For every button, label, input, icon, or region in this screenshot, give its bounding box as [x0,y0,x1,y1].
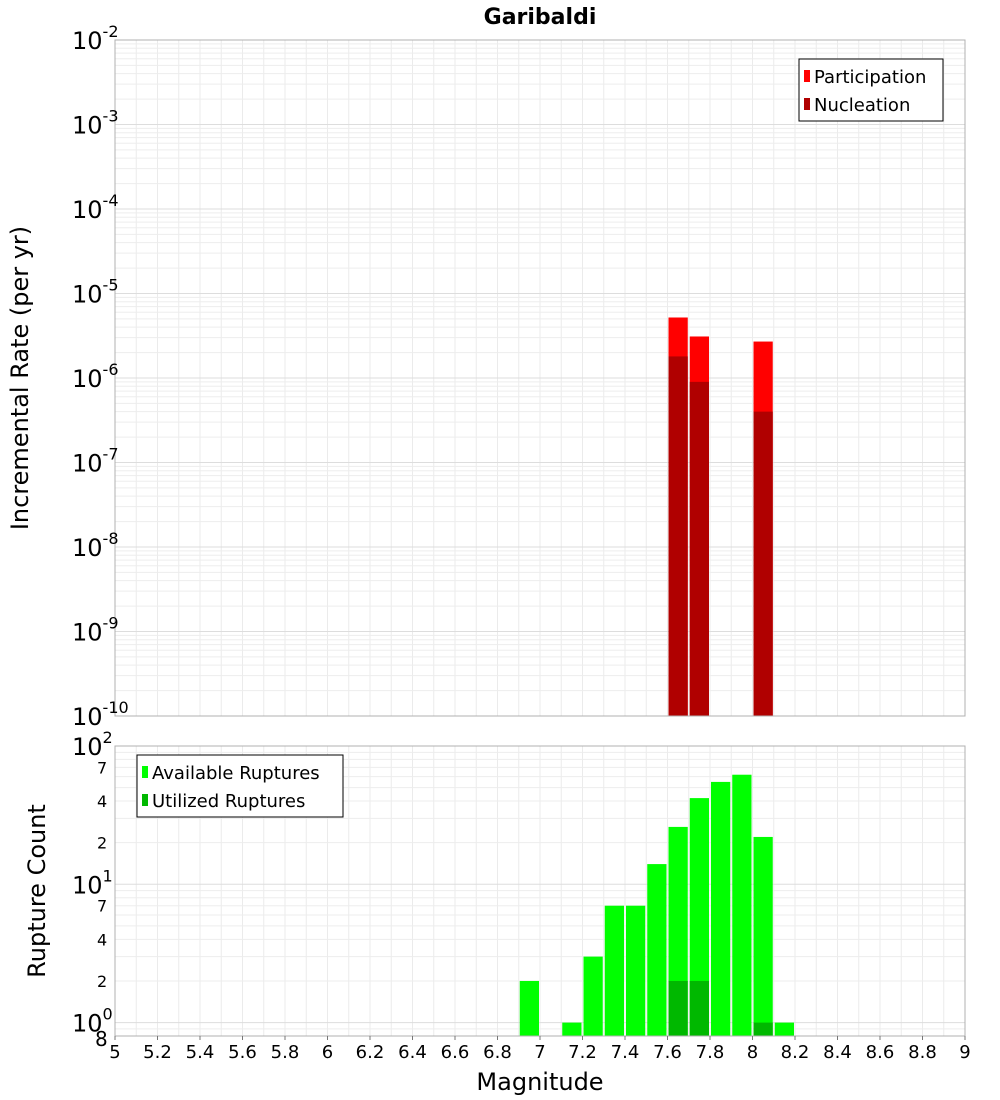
x-tick-label: 7.8 [696,1042,725,1063]
top-y-tick-label: 10-5 [72,276,119,309]
bottom-bar-available-ruptures [689,798,709,1036]
x-tick-label: 8 [747,1042,758,1063]
bottom-bar-available-ruptures [647,864,667,1036]
bottom-bar-available-ruptures [604,905,624,1036]
bottom-y-tick-label: 100 [72,1005,113,1038]
bottom-bar-available-ruptures [583,956,603,1036]
top-legend-box [798,58,944,122]
x-tick-label: 7.4 [611,1042,640,1063]
top-legend-label: Nucleation [814,95,910,116]
x-tick-label: 8.4 [823,1042,852,1063]
x-tick-label: 6.2 [356,1042,385,1063]
top-legend-swatch [804,70,810,82]
x-tick-label: 7.2 [568,1042,597,1063]
top-y-tick-label: 10-9 [72,614,119,647]
x-tick-label: 7 [534,1042,545,1063]
x-tick-label: 5 [109,1042,120,1063]
top-panel: 10-2 10-3 10-4 10-5 10-6 10-7 10-8 10-9 10-10 In… [6,22,966,731]
bottom-bars [519,774,794,1036]
x-tick-label: 7.6 [653,1042,682,1063]
bottom-legend-swatch [142,766,148,778]
x-tick-label: 8.2 [781,1042,810,1063]
bottom-y-ticks: 102 101 100 7 4 2 7 4 2 8 [72,728,113,1051]
top-bar-nucleation [668,356,688,716]
bottom-bar-utilized-ruptures [668,980,688,1036]
bottom-y-minor-tick-label: 4 [97,930,107,949]
top-y-tick-label: 10-6 [72,360,119,393]
bottom-y-minor-tick-label: 8 [95,1027,108,1051]
x-axis-label: Magnitude [476,1068,603,1096]
bottom-bar-available-ruptures [753,836,773,1036]
top-y-axis-label: Incremental Rate (per yr) [6,226,34,530]
bottom-legend-label: Utilized Ruptures [152,791,305,812]
top-bar-nucleation [689,381,709,716]
top-y-tick-label: 10-2 [72,22,119,55]
x-tick-label: 6.4 [398,1042,427,1063]
bottom-panel: 102 101 100 7 4 2 7 4 2 8 Rupture Count Available… [23,728,966,1051]
bottom-bar-available-ruptures [732,774,752,1036]
bottom-bar-available-ruptures [562,1022,582,1036]
top-grid [114,39,966,717]
bottom-legend-swatch [142,794,148,806]
x-ticks: 5 5.2 5.4 5.6 5.8 6 6.2 6.4 6.6 6.8 7 7.2 7.4 7.6 7.8 8… [109,1036,971,1063]
bottom-bar-utilized-ruptures [753,1022,773,1036]
top-legend-swatch [804,98,810,110]
bottom-y-minor-tick-label: 4 [97,792,107,811]
x-tick-label: 5.6 [228,1042,257,1063]
top-legend: Participation Nucleation [798,58,944,122]
top-legend-label: Participation [814,67,926,88]
top-y-tick-label: 10-10 [72,698,129,731]
top-y-tick-label: 10-3 [72,107,119,140]
bottom-y-minor-tick-label: 7 [97,897,107,916]
x-tick-label: 5.2 [143,1042,172,1063]
chart-title: Garibaldi [484,5,597,30]
bottom-bar-available-ruptures [626,905,646,1036]
bottom-y-minor-tick-label: 7 [97,758,107,777]
bottom-y-minor-tick-label: 2 [97,972,107,991]
bottom-y-axis-label: Rupture Count [23,804,51,978]
bottom-legend: Available Ruptures Utilized Ruptures [136,754,344,818]
x-tick-label: 6 [322,1042,333,1063]
bottom-legend-label: Available Ruptures [152,763,320,784]
bottom-bar-available-ruptures [711,781,731,1036]
top-y-tick-label: 10-4 [72,191,119,224]
x-tick-label: 5.8 [271,1042,300,1063]
top-bars [668,317,773,716]
top-plot-border [114,39,966,717]
x-tick-label: 6.6 [441,1042,470,1063]
bottom-y-tick-label: 102 [72,728,113,761]
top-bar-nucleation [753,411,773,716]
top-y-tick-label: 10-8 [72,529,119,562]
bottom-y-minor-tick-label: 2 [97,834,107,853]
top-y-ticks: 10-2 10-3 10-4 10-5 10-6 10-7 10-8 10-9 10-10 [72,22,129,731]
bottom-bar-available-ruptures [519,980,539,1036]
x-tick-label: 5.4 [186,1042,215,1063]
bottom-bar-available-ruptures [774,1022,794,1036]
bottom-bar-utilized-ruptures [689,980,709,1036]
x-tick-label: 8.8 [908,1042,937,1063]
bottom-y-tick-label: 101 [72,866,113,899]
bottom-legend-box [136,754,344,818]
x-tick-label: 9 [959,1042,970,1063]
x-tick-label: 8.6 [866,1042,895,1063]
top-y-tick-label: 10-7 [72,445,119,478]
x-tick-label: 6.8 [483,1042,512,1063]
